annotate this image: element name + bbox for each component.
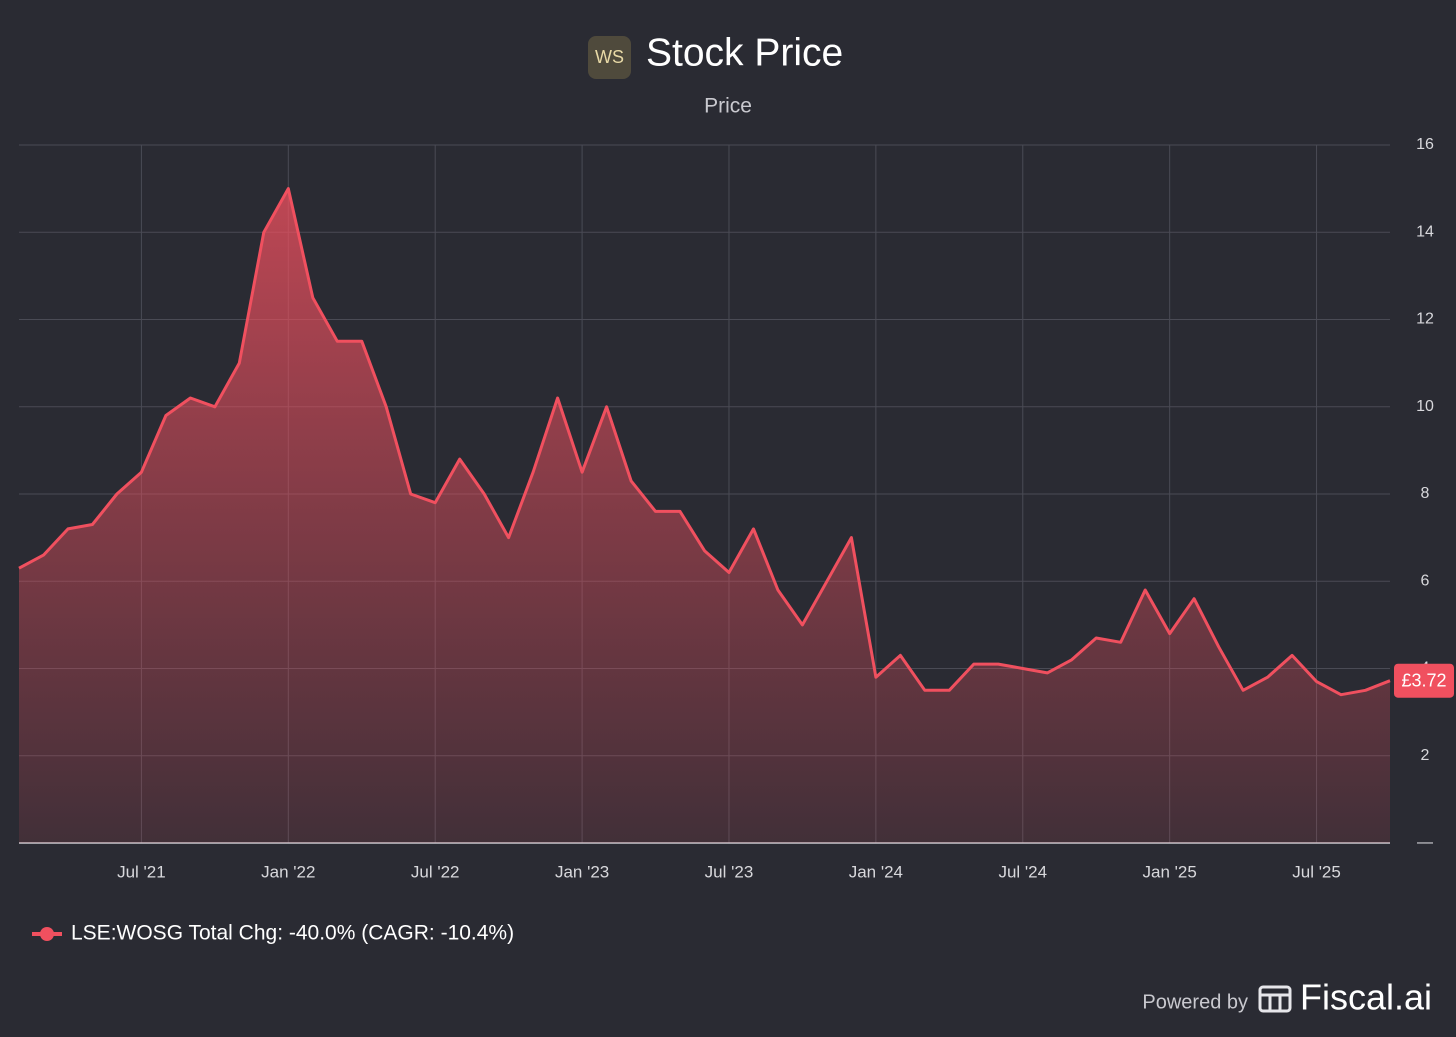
- price-tag: [1394, 663, 1454, 698]
- chart-title: Stock Price: [646, 31, 843, 74]
- x-tick-label: Jan '22: [261, 862, 315, 881]
- footer-brand: Fiscal.ai: [1300, 977, 1432, 1018]
- y-tick-label: —: [1417, 834, 1433, 851]
- x-tick-label: Jan '23: [555, 862, 609, 881]
- price-tag-label: £3.72: [1401, 670, 1446, 690]
- x-tick-label: Jan '24: [849, 862, 903, 881]
- logo-text: WS: [595, 47, 624, 67]
- x-tick-label: Jul '25: [1292, 862, 1341, 881]
- legend-swatch: [40, 927, 54, 941]
- y-tick-label: 6: [1421, 572, 1430, 589]
- y-tick-label: 2: [1421, 747, 1430, 764]
- y-tick-label: 8: [1421, 485, 1430, 502]
- x-tick-label: Jan '25: [1143, 862, 1197, 881]
- y-tick-label: 10: [1416, 398, 1434, 415]
- footer-powered: Powered by: [1142, 991, 1248, 1013]
- chart-subtitle: Price: [704, 95, 752, 118]
- brand-icon: [1258, 985, 1292, 1013]
- x-tick-label: Jul '23: [705, 862, 754, 881]
- logo-box: [588, 36, 631, 79]
- y-tick-label: 12: [1416, 311, 1434, 328]
- area: [19, 188, 1390, 844]
- x-tick-label: Jul '22: [411, 862, 460, 881]
- x-tick-label: Jul '24: [998, 862, 1047, 881]
- y-tick-label: 16: [1416, 136, 1434, 153]
- line: [18, 187, 1391, 697]
- y-tick-label: 14: [1416, 223, 1434, 240]
- x-tick-label: Jul '21: [117, 862, 166, 881]
- legend-label: LSE:WOSG Total Chg: -40.0% (CAGR: -10.4%…: [71, 922, 514, 945]
